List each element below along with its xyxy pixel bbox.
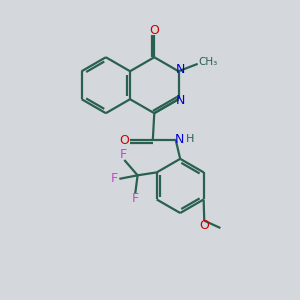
- Text: N: N: [175, 94, 185, 107]
- Text: N: N: [175, 63, 185, 76]
- Text: N: N: [175, 133, 184, 146]
- Text: F: F: [120, 148, 127, 161]
- Text: O: O: [199, 219, 209, 232]
- Text: F: F: [110, 172, 118, 185]
- Text: F: F: [132, 192, 139, 206]
- Text: H: H: [186, 134, 194, 144]
- Text: O: O: [120, 134, 130, 147]
- Text: CH₃: CH₃: [198, 57, 218, 68]
- Text: O: O: [149, 24, 159, 37]
